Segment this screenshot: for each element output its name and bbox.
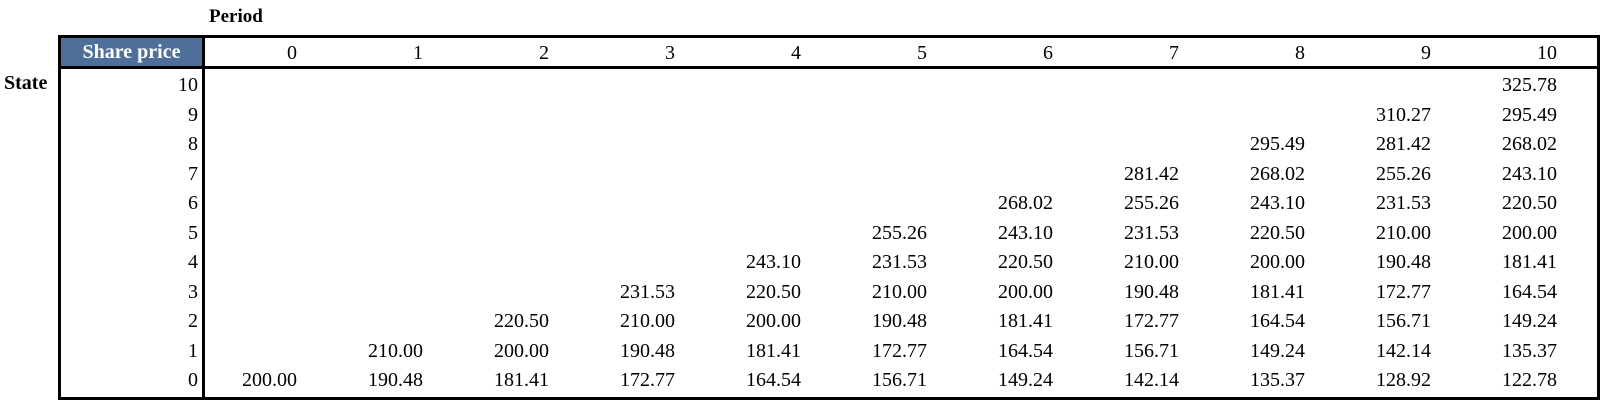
period-header-9: 9 [1421,42,1431,64]
price-cell: 268.02 [1502,133,1557,155]
price-cell: 172.77 [620,369,675,391]
price-cell: 135.37 [1502,339,1557,362]
state-column-divider [202,38,205,397]
price-cell: 181.41 [998,310,1053,332]
price-cell: 200.00 [1250,251,1305,273]
price-cell: 164.54 [998,339,1053,362]
price-cell: 210.00 [1124,251,1179,273]
price-cell: 281.42 [1376,133,1431,155]
state-number-9: 9 [188,103,198,126]
price-cell: 156.71 [1376,310,1431,332]
share-price-header: Share price [61,38,202,66]
state-number-2: 2 [188,310,198,332]
price-cell: 135.37 [1250,369,1305,391]
price-cell: 268.02 [998,192,1053,214]
price-cell: 243.10 [1250,192,1305,214]
price-cell: 295.49 [1502,103,1557,126]
price-cell: 231.53 [1376,192,1431,214]
price-cell: 210.00 [368,339,423,362]
price-cell: 190.48 [368,369,423,391]
period-header-2: 2 [539,42,549,64]
period-header-1: 1 [413,42,423,64]
price-cell: 255.26 [872,221,927,244]
period-header-7: 7 [1169,42,1179,64]
price-cell: 172.77 [1376,280,1431,303]
price-cell: 172.77 [1124,310,1179,332]
price-cell: 149.24 [1502,310,1557,332]
price-cell: 231.53 [1124,221,1179,244]
state-number-8: 8 [188,133,198,155]
price-cell: 172.77 [872,339,927,362]
state-number-10: 10 [178,74,198,96]
price-cell: 220.50 [1250,221,1305,244]
header-divider [61,66,1597,69]
price-cell: 190.48 [872,310,927,332]
price-cell: 142.14 [1124,369,1179,391]
price-cell: 190.48 [620,339,675,362]
price-cell: 255.26 [1124,192,1179,214]
price-cell: 243.10 [998,221,1053,244]
price-cell: 210.00 [1376,221,1431,244]
period-label: Period [209,6,263,27]
price-cell: 210.00 [872,280,927,303]
period-header-5: 5 [917,42,927,64]
period-header-10: 10 [1537,42,1557,64]
state-label: State [4,72,48,94]
period-header-6: 6 [1043,42,1053,64]
price-cell: 243.10 [1502,162,1557,185]
price-cell: 268.02 [1250,162,1305,185]
price-cell: 210.00 [620,310,675,332]
period-header-0: 0 [287,42,297,64]
period-header-3: 3 [665,42,675,64]
price-cell: 164.54 [1502,280,1557,303]
price-cell: 190.48 [1376,251,1431,273]
price-cell: 149.24 [998,369,1053,391]
price-cell: 128.92 [1376,369,1431,391]
price-cell: 281.42 [1124,162,1179,185]
state-number-4: 4 [188,251,198,273]
price-cell: 200.00 [242,369,297,391]
price-cell: 231.53 [872,251,927,273]
period-header-8: 8 [1295,42,1305,64]
price-cell: 149.24 [1250,339,1305,362]
state-number-3: 3 [188,280,198,303]
price-cell: 122.78 [1502,369,1557,391]
price-cell: 156.71 [1124,339,1179,362]
price-cell: 220.50 [1502,192,1557,214]
price-cell: 200.00 [494,339,549,362]
price-cell: 156.71 [872,369,927,391]
price-cell: 200.00 [746,310,801,332]
price-cell: 200.00 [1502,221,1557,244]
price-cell: 243.10 [746,251,801,273]
price-cell: 181.41 [494,369,549,391]
price-cell: 231.53 [620,280,675,303]
price-cell: 181.41 [746,339,801,362]
price-cell: 164.54 [746,369,801,391]
price-cell: 164.54 [1250,310,1305,332]
state-number-5: 5 [188,221,198,244]
price-cell: 220.50 [998,251,1053,273]
price-cell: 310.27 [1376,103,1431,126]
price-cell: 325.78 [1502,74,1557,96]
price-cell: 190.48 [1124,280,1179,303]
price-cell: 220.50 [746,280,801,303]
state-number-0: 0 [188,369,198,391]
price-cell: 255.26 [1376,162,1431,185]
state-number-1: 1 [188,339,198,362]
price-cell: 181.41 [1250,280,1305,303]
period-header-4: 4 [791,42,801,64]
share-price-table: Share price 0 1 2 3 4 5 6 7 8 9 10 10 325.78 9 310.27 2… [58,35,1600,400]
price-cell: 181.41 [1502,251,1557,273]
state-number-7: 7 [188,162,198,185]
price-cell: 200.00 [998,280,1053,303]
price-cell: 295.49 [1250,133,1305,155]
price-cell: 220.50 [494,310,549,332]
price-cell: 142.14 [1376,339,1431,362]
state-number-6: 6 [188,192,198,214]
